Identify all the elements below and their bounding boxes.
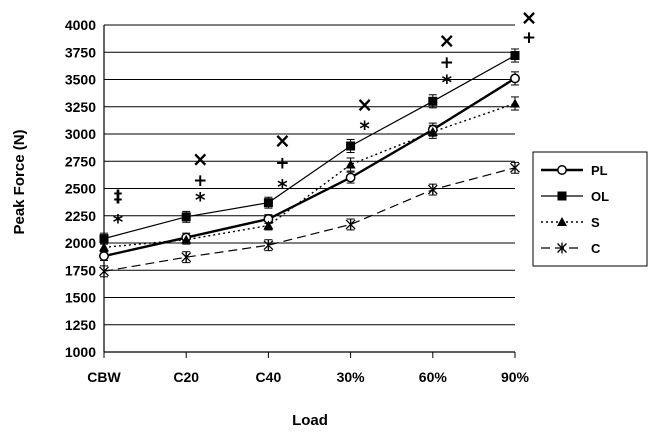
y-tick-labels: 1000 1250 1500 1750 2000 2250 2500 2750 3000 3250… xyxy=(65,17,96,360)
point-c xyxy=(263,239,274,251)
x-tick-label: CBW xyxy=(87,369,121,385)
series-line-c xyxy=(103,167,516,272)
y-axis-title: Peak Force (N) xyxy=(11,129,28,234)
legend-entry-s: S xyxy=(541,215,600,230)
series-line-ol xyxy=(103,54,516,240)
annotation-symbol: + xyxy=(275,153,289,173)
annotation-symbol: * xyxy=(442,71,453,95)
point-ol xyxy=(181,212,191,222)
annotation-symbol: + xyxy=(522,28,536,48)
annotation-symbol: ‡ xyxy=(114,187,123,207)
point-s xyxy=(510,98,520,108)
series-markers xyxy=(99,51,520,277)
series-line-pl xyxy=(103,77,516,258)
point-s xyxy=(345,159,356,169)
x-axis-title: Load xyxy=(292,412,328,429)
point-s xyxy=(99,242,109,252)
y-tick-label: 2250 xyxy=(65,208,96,224)
point-s xyxy=(263,220,274,230)
point-ol xyxy=(510,51,520,61)
y-tick-label: 1250 xyxy=(65,317,96,333)
legend-entry-ol: OL xyxy=(541,189,609,204)
series-lines xyxy=(103,54,516,272)
y-tick-label: 1500 xyxy=(65,290,96,306)
point-s xyxy=(427,126,438,136)
legend-marker xyxy=(557,191,567,201)
significance-annotations: ‡*×+*×+*×*×+*×+ xyxy=(113,5,538,234)
annotation-symbol: * xyxy=(195,188,206,212)
point-c xyxy=(427,184,438,196)
point-c xyxy=(99,265,109,277)
annotation-symbol: * xyxy=(113,210,124,234)
y-tick-label: 3250 xyxy=(65,99,96,115)
point-c xyxy=(510,162,520,174)
point-ol xyxy=(346,141,356,151)
legend-entry-pl: PL xyxy=(541,163,608,178)
y-tick-label: 1000 xyxy=(65,344,96,360)
annotation-symbol: * xyxy=(359,116,370,140)
annotation-symbol: × xyxy=(274,129,291,153)
legend-label: PL xyxy=(591,163,608,178)
y-tick-label: 1750 xyxy=(65,262,96,278)
legend-entry-c: C xyxy=(541,241,601,256)
gridlines xyxy=(103,24,516,358)
y-tick-label: 3500 xyxy=(65,72,96,88)
x-tick-labels: CBW C20 C40 30% 60% 90% xyxy=(87,369,529,385)
point-s xyxy=(181,234,192,244)
annotation-symbol: + xyxy=(193,171,207,191)
x-tick-label: C40 xyxy=(256,369,282,385)
point-ol xyxy=(99,234,109,244)
x-tick-label: 90% xyxy=(501,369,530,385)
y-tick-label: 3000 xyxy=(65,126,96,142)
point-pl xyxy=(510,73,520,84)
legend-marker xyxy=(557,217,567,226)
annotation-symbol: × xyxy=(192,147,209,171)
legend-label: OL xyxy=(591,189,609,204)
point-ol xyxy=(428,96,438,106)
annotation-symbol: × xyxy=(356,93,373,117)
x-tick-label: 30% xyxy=(337,369,366,385)
annotation-symbol: + xyxy=(440,53,454,73)
legend: PL OL SC xyxy=(532,151,648,267)
annotation-symbol: * xyxy=(277,175,288,199)
point-pl xyxy=(345,172,356,183)
annotation-symbol: × xyxy=(521,5,538,29)
point-c xyxy=(181,251,192,263)
point-ol xyxy=(263,198,273,208)
legend-label: C xyxy=(591,241,601,256)
annotation-symbol: × xyxy=(438,28,455,52)
x-tick-label: 60% xyxy=(419,369,448,385)
y-tick-label: 4000 xyxy=(65,17,96,33)
legend-marker xyxy=(557,165,567,175)
y-tick-label: 2500 xyxy=(65,181,96,197)
point-pl xyxy=(99,251,109,262)
y-tick-label: 2000 xyxy=(65,235,96,251)
legend-label: S xyxy=(591,215,600,230)
y-tick-label: 2750 xyxy=(65,153,96,169)
legend-marker xyxy=(557,242,567,254)
x-tick-label: C20 xyxy=(173,369,199,385)
point-c xyxy=(345,218,356,230)
y-tick-label: 3750 xyxy=(65,44,96,60)
series-line-s xyxy=(103,102,516,249)
